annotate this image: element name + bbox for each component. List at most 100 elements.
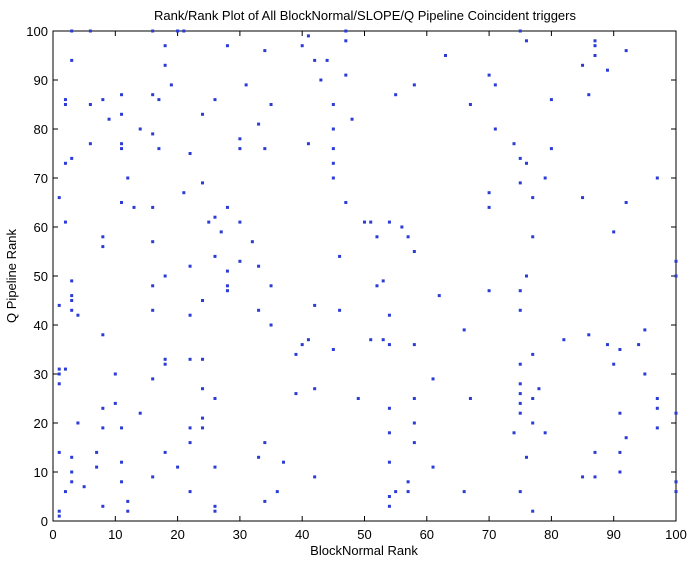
data-point	[524, 39, 528, 43]
data-point	[462, 328, 466, 332]
data-point	[518, 29, 522, 33]
data-point	[593, 39, 597, 43]
data-point	[612, 230, 616, 234]
data-point	[581, 196, 585, 200]
data-point	[562, 338, 566, 342]
data-point	[201, 181, 205, 185]
data-point	[70, 308, 74, 312]
data-point	[82, 485, 86, 489]
data-point	[605, 68, 609, 72]
data-point	[120, 93, 124, 97]
data-point	[101, 504, 105, 508]
data-point	[300, 44, 304, 48]
y-tick-label: 70	[34, 171, 48, 186]
data-point	[157, 147, 161, 151]
data-point	[107, 117, 111, 121]
data-point	[518, 411, 522, 415]
data-point	[406, 480, 410, 484]
data-point	[462, 490, 466, 494]
data-point	[151, 29, 155, 33]
data-point	[369, 338, 373, 342]
data-point	[57, 367, 61, 371]
data-point	[176, 465, 180, 469]
data-point	[294, 352, 298, 356]
data-point	[437, 294, 441, 298]
data-point	[120, 480, 124, 484]
data-point	[543, 431, 547, 435]
data-point	[518, 490, 522, 494]
data-point	[531, 509, 535, 513]
data-point	[282, 460, 286, 464]
data-point	[201, 112, 205, 116]
x-tick-label: 100	[665, 527, 687, 542]
data-point	[331, 348, 335, 351]
data-point	[263, 49, 267, 53]
data-point	[637, 343, 641, 347]
data-point	[431, 377, 435, 381]
data-point	[120, 201, 124, 204]
data-point	[151, 308, 155, 312]
data-point	[201, 299, 205, 302]
data-point	[57, 382, 61, 386]
data-point	[331, 176, 335, 180]
data-point	[593, 44, 597, 48]
data-point	[543, 176, 547, 180]
data-point	[524, 455, 528, 459]
data-point	[674, 259, 678, 263]
data-point	[213, 397, 217, 400]
data-point	[338, 308, 342, 312]
data-point	[120, 112, 124, 116]
data-point	[487, 73, 491, 77]
data-point	[238, 220, 242, 224]
data-point	[169, 83, 173, 87]
data-point	[412, 343, 416, 347]
data-point	[331, 127, 335, 131]
data-point	[518, 289, 522, 293]
data-point	[381, 338, 385, 342]
data-point	[70, 156, 74, 160]
data-point	[306, 142, 310, 146]
data-point	[120, 426, 124, 430]
data-point	[344, 39, 348, 43]
data-point	[387, 343, 391, 347]
data-point	[624, 436, 628, 440]
x-tick-label: 0	[49, 527, 56, 542]
x-tick-label: 80	[544, 527, 558, 542]
axis-ticks	[52, 30, 677, 522]
data-point	[101, 245, 105, 249]
data-point	[213, 504, 217, 508]
data-point	[313, 58, 317, 62]
data-point	[151, 93, 155, 97]
x-tick-label: 60	[420, 527, 434, 542]
data-point	[306, 338, 310, 342]
data-point	[269, 103, 273, 106]
data-point	[518, 181, 522, 185]
data-point	[101, 333, 105, 337]
data-point	[587, 93, 591, 97]
data-point	[643, 328, 647, 332]
data-point	[88, 29, 92, 33]
data-point	[76, 421, 80, 425]
data-point	[70, 299, 74, 302]
data-point	[188, 357, 192, 361]
data-point	[313, 387, 317, 391]
data-point	[95, 450, 99, 454]
data-point	[518, 156, 522, 160]
data-point	[412, 397, 416, 400]
data-point	[213, 98, 217, 102]
data-point	[618, 470, 622, 474]
data-point	[182, 191, 186, 195]
data-point	[387, 313, 391, 317]
data-point	[512, 142, 516, 146]
data-point	[151, 132, 155, 136]
data-point	[518, 392, 522, 396]
data-point	[325, 58, 329, 62]
data-point	[593, 54, 597, 57]
y-axis-label: Q Pipeline Rank	[4, 229, 19, 323]
data-point	[163, 44, 167, 48]
data-point	[487, 289, 491, 293]
data-point	[188, 490, 192, 494]
data-point	[655, 426, 659, 430]
data-point	[412, 83, 416, 87]
data-point	[201, 387, 205, 391]
